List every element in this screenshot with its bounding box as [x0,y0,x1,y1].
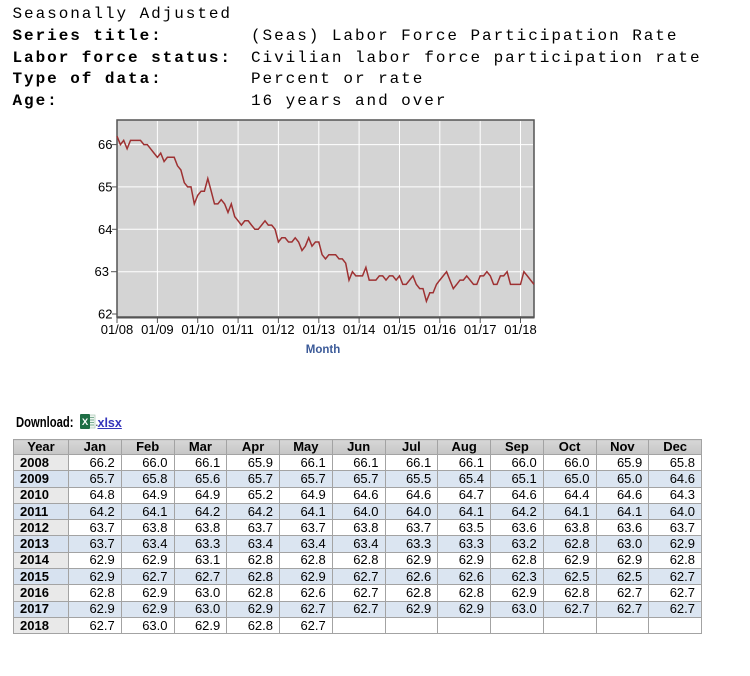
svg-text:01/15: 01/15 [383,322,416,337]
svg-text:01/17: 01/17 [464,322,497,337]
svg-text:62: 62 [98,307,112,322]
svg-text:01/18: 01/18 [504,322,537,337]
svg-text:01/12: 01/12 [262,322,295,337]
svg-text:01/08: 01/08 [101,322,134,337]
svg-text:66: 66 [98,137,112,152]
svg-text:01/10: 01/10 [181,322,214,337]
svg-text:63: 63 [95,264,109,279]
svg-text:01/14: 01/14 [343,322,376,337]
svg-text:01/09: 01/09 [141,322,174,337]
svg-text:64: 64 [98,222,112,237]
svg-text:Download:: Download: [16,414,73,430]
svg-text:01/16: 01/16 [424,322,457,337]
svg-text:01/11: 01/11 [222,322,254,337]
svg-text:65: 65 [98,179,112,194]
svg-text:X: X [81,417,88,428]
svg-text:Month: Month [306,344,340,356]
svg-text:01/13: 01/13 [303,322,336,337]
